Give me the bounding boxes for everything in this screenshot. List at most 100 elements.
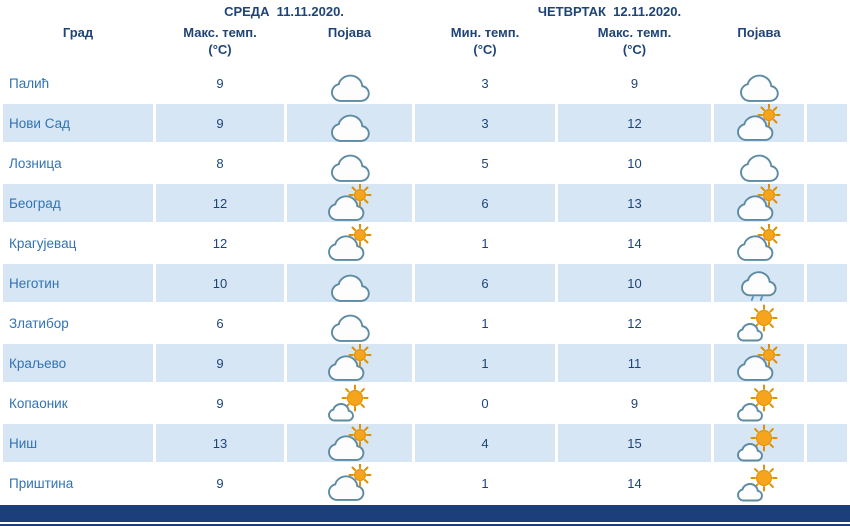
spacer-cell	[807, 384, 847, 422]
wednesday-date-header: СРЕДА 11.11.2020.	[156, 2, 412, 20]
weather-icon-mostly-sunny	[737, 304, 778, 342]
city-cell: Ниш	[3, 424, 153, 462]
thu-min-temp-cell: 3	[415, 64, 555, 102]
wed-weather-cell	[287, 463, 412, 502]
thu-max-temp-cell: 14	[558, 464, 711, 502]
wed-weather-cell	[287, 223, 412, 262]
column-header-wed-max-temp: Макс. темп. (°C)	[156, 22, 284, 62]
city-cell: Лозница	[3, 144, 153, 182]
thu-max-temp-cell: 12	[558, 104, 711, 142]
wed-max-temp-cell: 9	[156, 64, 284, 102]
weather-icon-sun-behind-cloud	[327, 223, 371, 261]
forecast-table: СРЕДА 11.11.2020. ЧЕТВРТАК 12.11.2020. Г…	[3, 2, 847, 502]
last-updated-text: Прогноза ажурирана: 11.11.2020. 05:26:53	[32, 524, 304, 526]
thu-max-temp-cell: 11	[558, 344, 711, 382]
temp-unit-label: (°C)	[473, 42, 497, 57]
table-row: Краљево 9 1 11	[3, 343, 847, 382]
city-cell: Палић	[3, 64, 153, 102]
spacer-cell	[807, 264, 847, 302]
weather-icon-sun-behind-cloud	[327, 423, 371, 461]
thu-weather-cell	[714, 223, 804, 262]
wed-max-temp-cell: 10	[156, 264, 284, 302]
empty-header-cell	[807, 22, 847, 62]
wed-weather-cell	[287, 343, 412, 382]
thu-weather-cell	[714, 144, 804, 182]
spacer-cell	[807, 184, 847, 222]
table-row: Приштина 9 1 14	[3, 463, 847, 502]
column-header-row: Град Макс. темп. (°C) Појава Мин. темп. …	[3, 22, 847, 62]
bottom-divider	[0, 524, 850, 526]
weather-icon-cloudy	[330, 154, 370, 182]
table-row: Београд 12 6 13	[3, 183, 847, 222]
wed-weather-cell	[287, 264, 412, 302]
spacer-cell	[807, 144, 847, 182]
appearance-label: Појава	[327, 25, 372, 40]
max-temp-label: Макс. темп.	[597, 25, 672, 40]
column-header-thu-max-temp: Макс. темп. (°C)	[558, 22, 711, 62]
thu-weather-cell	[714, 304, 804, 342]
day-header-row: СРЕДА 11.11.2020. ЧЕТВРТАК 12.11.2020.	[3, 2, 847, 20]
wed-weather-cell	[287, 304, 412, 342]
city-cell: Нови Сад	[3, 104, 153, 142]
weather-icon-sun-behind-cloud	[327, 183, 371, 221]
city-cell: Неготин	[3, 264, 153, 302]
temp-unit-label: (°C)	[622, 42, 647, 57]
table-row: Неготин 10 6 10	[3, 264, 847, 302]
wed-weather-cell	[287, 384, 412, 422]
weather-icon-sun-behind-cloud	[737, 343, 781, 381]
weather-icon-cloudy	[330, 114, 370, 142]
wed-max-temp-cell: 9	[156, 344, 284, 382]
thu-max-temp-cell: 14	[558, 224, 711, 262]
thu-max-temp-cell: 10	[558, 264, 711, 302]
city-cell: Крагујевац	[3, 224, 153, 262]
weather-icon-cloudy	[330, 74, 370, 102]
wed-weather-cell	[287, 104, 412, 142]
table-row: Крагујевац 12 1 14	[3, 223, 847, 262]
wed-weather-cell	[287, 423, 412, 462]
empty-header-cell	[807, 2, 847, 20]
thu-weather-cell	[714, 464, 804, 502]
spacer-cell	[807, 304, 847, 342]
table-row: Палић 9 3 9	[3, 64, 847, 102]
wed-max-temp-cell: 6	[156, 304, 284, 342]
temp-unit-label: (°C)	[208, 42, 232, 57]
weather-icon-sun-behind-cloud	[327, 463, 371, 501]
weather-icon-sun-behind-cloud	[737, 183, 781, 221]
city-cell: Београд	[3, 184, 153, 222]
thu-max-temp-cell: 9	[558, 384, 711, 422]
weather-icon-cloud-light-rain	[741, 271, 777, 301]
thu-weather-cell	[714, 384, 804, 422]
weather-icon-mostly-sunny	[327, 384, 368, 422]
forecast-table-head: СРЕДА 11.11.2020. ЧЕТВРТАК 12.11.2020. Г…	[3, 2, 847, 62]
thu-min-temp-cell: 1	[415, 344, 555, 382]
thu-weather-cell	[714, 64, 804, 102]
spacer-cell	[807, 224, 847, 262]
wed-max-temp-cell: 12	[156, 224, 284, 262]
wed-max-temp-cell: 13	[156, 424, 284, 462]
min-temp-label: Мин. темп.	[450, 25, 520, 40]
column-header-city: Град	[3, 22, 153, 62]
thu-max-temp-cell: 12	[558, 304, 711, 342]
thu-weather-cell	[714, 183, 804, 222]
weather-icon-sun-behind-cloud	[327, 343, 371, 381]
thu-min-temp-cell: 1	[415, 304, 555, 342]
thu-weather-cell	[714, 343, 804, 382]
empty-header-cell	[3, 2, 153, 20]
thursday-date-header: ЧЕТВРТАК 12.11.2020.	[415, 2, 804, 20]
wed-weather-cell	[287, 144, 412, 182]
thu-min-temp-cell: 4	[415, 424, 555, 462]
thu-max-temp-cell: 10	[558, 144, 711, 182]
wed-max-temp-cell: 9	[156, 384, 284, 422]
weather-icon-sun-behind-cloud	[737, 103, 781, 141]
weather-icon-mostly-sunny	[737, 384, 778, 422]
thu-max-temp-cell: 9	[558, 64, 711, 102]
weather-icon-cloudy	[740, 154, 779, 182]
last-updated-bar: Прогноза ажурирана: 11.11.2020. 05:26:53	[0, 505, 850, 526]
wed-weather-cell	[287, 183, 412, 222]
spacer-cell	[807, 424, 847, 462]
column-header-thu-min-temp: Мин. темп. (°C)	[415, 22, 555, 62]
column-header-wed-appearance: Појава	[287, 22, 412, 62]
city-cell: Приштина	[3, 464, 153, 502]
thu-min-temp-cell: 6	[415, 184, 555, 222]
weather-icon-cloudy	[740, 74, 779, 102]
